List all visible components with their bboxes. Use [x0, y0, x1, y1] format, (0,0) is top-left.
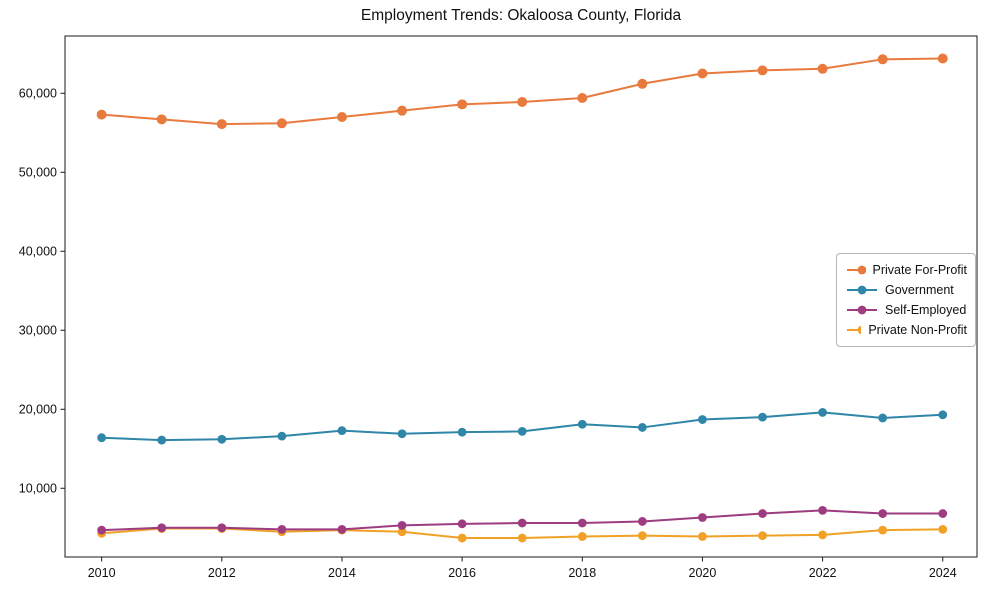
- axes-frame: [64, 35, 978, 558]
- series-marker-government: [818, 408, 827, 417]
- series-marker-private-for-profit: [697, 68, 708, 79]
- series-marker-government: [577, 419, 587, 429]
- series-marker-self-employed: [217, 523, 227, 533]
- series-marker-private-for-profit: [877, 54, 888, 65]
- y-tick-label: 20,000: [19, 402, 57, 416]
- series-marker-private-for-profit: [96, 109, 107, 120]
- x-tick-label: 2016: [448, 566, 476, 580]
- series-marker-private-for-profit: [937, 53, 948, 64]
- series-marker-private-non-profit: [698, 532, 707, 541]
- series-marker-self-employed: [758, 509, 767, 518]
- series-marker-private-for-profit: [216, 119, 227, 130]
- series-marker-government: [457, 427, 467, 437]
- series-marker-government: [878, 413, 888, 423]
- legend-item-label: Government: [885, 283, 954, 297]
- legend-line-marker-icon: [847, 305, 877, 315]
- series-marker-private-for-profit: [397, 105, 408, 116]
- series-marker-government: [157, 435, 167, 445]
- series-marker-self-employed: [637, 517, 647, 526]
- series-line-government: [101, 411, 943, 442]
- series-marker-government: [698, 415, 707, 424]
- series-marker-private-for-profit: [637, 78, 648, 89]
- series-marker-private-non-profit: [637, 531, 647, 541]
- series-line-private-for-profit: [101, 57, 943, 126]
- series-marker-self-employed: [818, 505, 827, 515]
- series-marker-government: [217, 434, 227, 444]
- series-marker-self-employed: [397, 521, 407, 530]
- x-tick-label: 2014: [328, 566, 356, 580]
- series-marker-private-non-profit: [517, 533, 527, 543]
- series-marker-private-for-profit: [457, 99, 468, 110]
- series-marker-government: [637, 423, 647, 432]
- series-marker-government: [337, 426, 347, 436]
- legend-line-marker-icon: [847, 265, 866, 275]
- series-marker-government: [397, 429, 407, 439]
- series-marker-private-non-profit: [818, 530, 827, 540]
- series-marker-private-non-profit: [577, 532, 587, 541]
- y-tick-label: 10,000: [19, 481, 57, 495]
- series-marker-self-employed: [277, 524, 287, 534]
- series-marker-private-non-profit: [397, 527, 407, 537]
- series-marker-self-employed: [457, 519, 467, 529]
- series-marker-private-for-profit: [336, 111, 347, 122]
- series-marker-government: [938, 410, 948, 420]
- x-tick-label: 2018: [568, 566, 596, 580]
- series-marker-self-employed: [698, 513, 707, 522]
- series-marker-self-employed: [337, 524, 347, 534]
- x-tick-label: 2012: [208, 566, 236, 580]
- series-marker-private-non-profit: [758, 531, 767, 541]
- legend-item-label: Self-Employed: [885, 303, 967, 317]
- legend-item-private-for-profit: Private For-Profit: [846, 260, 967, 280]
- legend-line-marker-icon: [847, 285, 877, 295]
- chart-title: Employment Trends: Okaloosa County, Flor…: [360, 7, 682, 24]
- x-tick-label: 2010: [88, 566, 116, 580]
- series-marker-private-for-profit: [517, 96, 528, 107]
- y-tick-label: 60,000: [19, 86, 57, 100]
- series-marker-private-non-profit: [938, 524, 948, 534]
- series-marker-self-employed: [97, 525, 107, 535]
- legend-item-self-employed: Self-Employed: [846, 300, 967, 320]
- legend: Private For-Profit Government Self-Employe…: [836, 253, 976, 347]
- series-marker-government: [758, 412, 767, 422]
- series-marker-self-employed: [577, 518, 587, 528]
- series-marker-self-employed: [157, 523, 167, 533]
- legend-item-government: Government: [846, 280, 967, 300]
- series-marker-private-for-profit: [757, 65, 768, 76]
- series-marker-self-employed: [938, 509, 948, 518]
- y-tick-label: 50,000: [19, 165, 57, 179]
- y-tick-label: 30,000: [19, 323, 57, 337]
- series-marker-private-for-profit: [276, 118, 287, 129]
- x-tick-label: 2024: [929, 566, 957, 580]
- series-marker-government: [517, 426, 527, 436]
- series-marker-self-employed: [517, 518, 527, 528]
- x-tick-label: 2020: [689, 566, 717, 580]
- legend-line-marker-icon: [847, 325, 862, 335]
- series-marker-private-non-profit: [878, 525, 888, 535]
- y-tick-label: 40,000: [19, 244, 57, 258]
- series-marker-government: [277, 431, 287, 441]
- series-marker-private-for-profit: [817, 63, 828, 74]
- series-marker-self-employed: [878, 509, 888, 518]
- series-marker-government: [97, 433, 107, 443]
- x-tick-label: 2022: [809, 566, 837, 580]
- legend-item-label: Private Non-Profit: [868, 323, 967, 337]
- series-marker-private-non-profit: [457, 533, 467, 543]
- legend-item-label: Private For-Profit: [872, 263, 967, 277]
- series-marker-private-for-profit: [577, 93, 588, 104]
- legend-item-private-non-profit: Private Non-Profit: [846, 320, 967, 340]
- series-marker-private-for-profit: [156, 114, 167, 125]
